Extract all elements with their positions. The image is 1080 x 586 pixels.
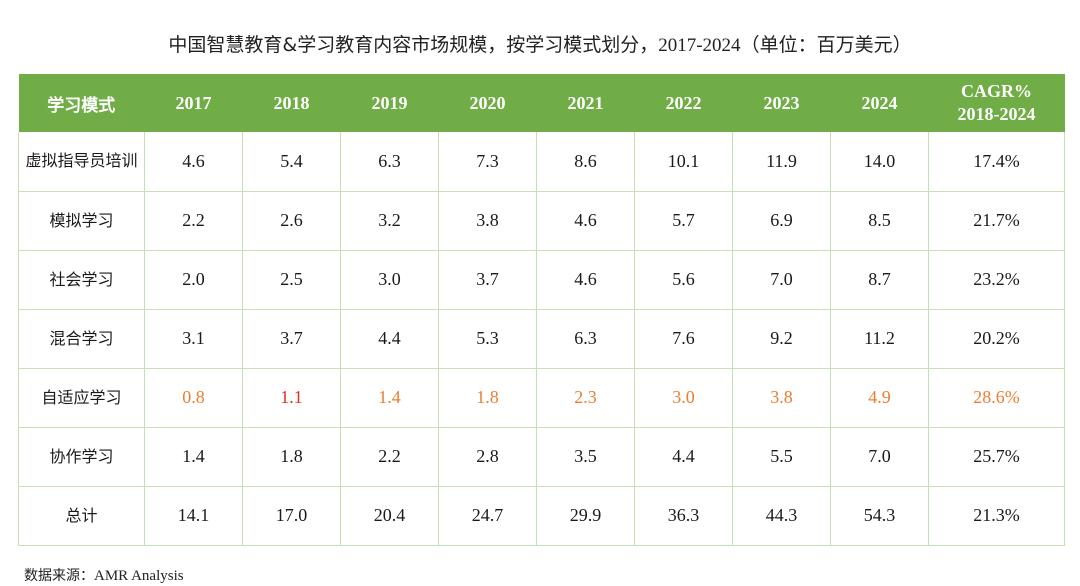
header-year: 2021 — [536, 74, 635, 132]
data-source: 数据来源：AMR Analysis — [24, 568, 184, 584]
row-label: 混合学习 — [18, 309, 145, 369]
cell-value: 14.0 — [830, 132, 929, 192]
cell-value: 1.4 — [340, 368, 439, 428]
cell-value: 7.0 — [830, 427, 929, 487]
header-year: 2019 — [340, 74, 439, 132]
cell-value: 4.4 — [634, 427, 733, 487]
cell-value: 2.8 — [438, 427, 537, 487]
cell-value: 6.9 — [732, 191, 831, 251]
cell-value: 3.8 — [732, 368, 831, 428]
cell-value: 5.3 — [438, 309, 537, 369]
cell-value: 7.3 — [438, 132, 537, 192]
cell-value: 5.7 — [634, 191, 733, 251]
cell-value: 2.2 — [340, 427, 439, 487]
cell-value: 20.4 — [340, 486, 439, 546]
cell-value: 4.6 — [536, 191, 635, 251]
cell-value: 10.1 — [634, 132, 733, 192]
cell-value: 54.3 — [830, 486, 929, 546]
cell-value: 6.3 — [340, 132, 439, 192]
table-row: 模拟学习 2.2 2.6 3.2 3.8 4.6 5.7 6.9 8.5 21.7% — [18, 191, 1065, 251]
cell-value: 3.0 — [340, 250, 439, 310]
cell-value: 2.6 — [242, 191, 341, 251]
cell-value: 5.4 — [242, 132, 341, 192]
cell-value: 4.9 — [830, 368, 929, 428]
header-year: 2023 — [732, 74, 831, 132]
cell-value: 17.0 — [242, 486, 341, 546]
header-mode: 学习模式 — [18, 74, 145, 132]
cell-cagr: 25.7% — [928, 427, 1065, 487]
header-year: 2018 — [242, 74, 341, 132]
table-row: 自适应学习 0.8 1.1 1.4 1.8 2.3 3.0 3.8 4.9 28.6% — [18, 368, 1065, 428]
cell-value: 1.4 — [144, 427, 243, 487]
header-year: 2022 — [634, 74, 733, 132]
cell-value: 1.8 — [242, 427, 341, 487]
cell-value: 4.6 — [144, 132, 243, 192]
cell-value: 3.0 — [634, 368, 733, 428]
table-row: 社会学习 2.0 2.5 3.0 3.7 4.6 5.6 7.0 8.7 23.2% — [18, 250, 1065, 310]
table-title: 中国智慧教育&学习教育内容市场规模，按学习模式划分，2017-2024（单位：百… — [168, 34, 912, 56]
cell-value: 2.0 — [144, 250, 243, 310]
table-row: 协作学习 1.4 1.8 2.2 2.8 3.5 4.4 5.5 7.0 25.7% — [18, 427, 1065, 487]
row-label: 模拟学习 — [18, 191, 145, 251]
cell-value: 7.0 — [732, 250, 831, 310]
cell-value: 1.1 — [242, 368, 341, 428]
market-size-table: 学习模式 2017 2018 2019 2020 2021 2022 2023 … — [18, 74, 1065, 546]
cell-value: 24.7 — [438, 486, 537, 546]
cell-value: 3.2 — [340, 191, 439, 251]
cell-value: 3.5 — [536, 427, 635, 487]
cell-value: 11.2 — [830, 309, 929, 369]
cell-value: 3.7 — [242, 309, 341, 369]
cell-value: 5.5 — [732, 427, 831, 487]
cell-value: 0.8 — [144, 368, 243, 428]
cell-value: 4.6 — [536, 250, 635, 310]
table-row: 虚拟指导员培训 4.6 5.4 6.3 7.3 8.6 10.1 11.9 14.0 17.4% — [18, 132, 1065, 192]
cell-cagr: 20.2% — [928, 309, 1065, 369]
cell-value: 8.7 — [830, 250, 929, 310]
cell-value: 3.1 — [144, 309, 243, 369]
cell-value: 4.4 — [340, 309, 439, 369]
cell-value: 8.5 — [830, 191, 929, 251]
row-label: 虚拟指导员培训 — [18, 132, 145, 192]
cell-value: 11.9 — [732, 132, 831, 192]
cell-value: 14.1 — [144, 486, 243, 546]
cell-cagr: 23.2% — [928, 250, 1065, 310]
cell-value: 5.6 — [634, 250, 733, 310]
row-label: 总计 — [18, 486, 145, 546]
cell-cagr: 21.7% — [928, 191, 1065, 251]
header-year: 2017 — [144, 74, 243, 132]
cell-value: 1.8 — [438, 368, 537, 428]
table-row: 总计 14.1 17.0 20.4 24.7 29.9 36.3 44.3 54.3 21.3% — [18, 486, 1065, 546]
row-label: 协作学习 — [18, 427, 145, 487]
cell-value: 9.2 — [732, 309, 831, 369]
table-row: 混合学习 3.1 3.7 4.4 5.3 6.3 7.6 9.2 11.2 20.2% — [18, 309, 1065, 369]
row-label: 社会学习 — [18, 250, 145, 310]
cell-value: 44.3 — [732, 486, 831, 546]
cell-value: 8.6 — [536, 132, 635, 192]
header-year: 2020 — [438, 74, 537, 132]
cell-value: 36.3 — [634, 486, 733, 546]
cell-value: 29.9 — [536, 486, 635, 546]
cell-cagr: 28.6% — [928, 368, 1065, 428]
cell-cagr: 21.3% — [928, 486, 1065, 546]
row-label: 自适应学习 — [18, 368, 145, 428]
cell-value: 3.8 — [438, 191, 537, 251]
cell-value: 2.2 — [144, 191, 243, 251]
cell-cagr: 17.4% — [928, 132, 1065, 192]
cell-value: 2.3 — [536, 368, 635, 428]
header-cagr: CAGR% 2018-2024 — [928, 74, 1065, 132]
cell-value: 3.7 — [438, 250, 537, 310]
header-row: 学习模式 2017 2018 2019 2020 2021 2022 2023 … — [18, 74, 1065, 132]
cell-value: 6.3 — [536, 309, 635, 369]
cell-value: 2.5 — [242, 250, 341, 310]
cell-value: 7.6 — [634, 309, 733, 369]
header-year: 2024 — [830, 74, 929, 132]
